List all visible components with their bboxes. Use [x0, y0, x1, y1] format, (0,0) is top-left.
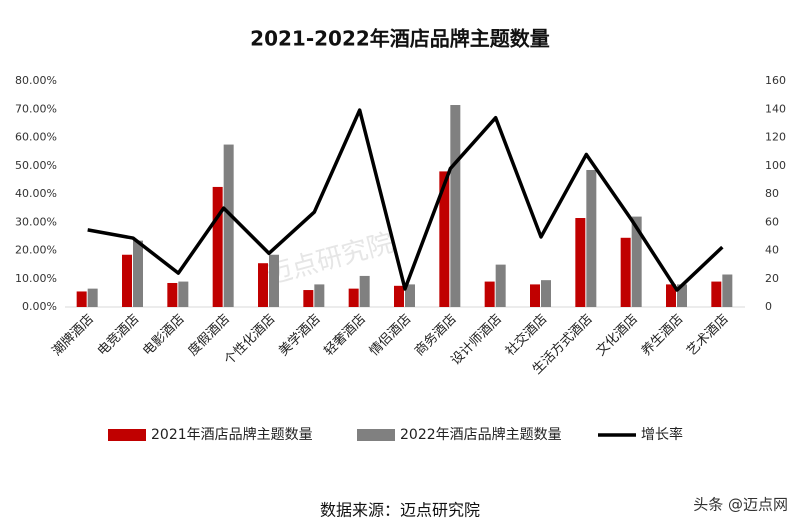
x-tick-label: 文化酒店 [594, 312, 641, 359]
bar [133, 240, 143, 307]
y-tick-label: 70.00% [15, 102, 57, 115]
x-tick-label: 美学酒店 [276, 311, 324, 359]
bar [575, 218, 586, 307]
source: 数据来源：迈点研究院 [320, 501, 480, 520]
bar [87, 288, 98, 307]
bar [541, 280, 551, 307]
x-tick-label: 轻奢酒店 [322, 312, 369, 359]
y2-tick-label: 100 [765, 159, 786, 172]
y2-tick-label: 0 [765, 300, 772, 313]
bar [223, 144, 234, 307]
x-tick-label: 潮牌酒店 [49, 311, 97, 359]
x-tick-label: 电影酒店 [140, 312, 187, 359]
bar [303, 290, 314, 307]
x-tick-label: 情侣酒店 [367, 312, 414, 359]
x-tick-label: 社交酒店 [502, 311, 550, 359]
bar [178, 281, 189, 307]
legend-swatch [357, 429, 395, 441]
x-tick-label: 电竞酒店 [94, 311, 142, 359]
bar [722, 274, 733, 307]
bar [359, 275, 370, 307]
bar [348, 288, 359, 307]
legend-label: 2021年酒店品牌主题数量 [151, 426, 313, 443]
bar [495, 264, 506, 307]
bar [586, 169, 597, 307]
y2-tick-label: 140 [765, 102, 786, 115]
legend-swatch [108, 429, 146, 441]
bar [666, 284, 676, 307]
line [87, 108, 724, 292]
y-tick-label: 50.00% [15, 159, 57, 172]
y2-tick-label: 60 [765, 215, 779, 228]
bar [405, 284, 415, 307]
bar [439, 171, 450, 307]
bar [620, 237, 631, 307]
y2-tick-label: 120 [765, 131, 786, 144]
bar [484, 281, 495, 307]
y-tick-label: 60.00% [15, 131, 57, 144]
legend-label: 2022年酒店品牌主题数量 [400, 426, 562, 443]
x-tick-label: 度假酒店 [185, 311, 233, 359]
y-tick-label: 40.00% [15, 187, 57, 200]
y2-tick-label: 160 [765, 74, 786, 87]
y2-tick-label: 80 [765, 187, 779, 200]
bar [631, 216, 642, 307]
y-tick-label: 20.00% [15, 244, 57, 257]
bar [314, 284, 325, 307]
bar [167, 282, 178, 307]
legend-label: 增长率 [641, 426, 683, 443]
bar [212, 186, 223, 307]
bar [711, 281, 722, 307]
x-tick-label: 艺术酒店 [684, 312, 731, 359]
bar [76, 291, 87, 307]
chart-title: 2021-2022年酒店品牌主题数量 [250, 27, 550, 51]
y-tick-label: 80.00% [15, 74, 57, 87]
y2-tick-label: 40 [765, 244, 779, 257]
watermark: 迈点研究院 [263, 228, 396, 291]
bar [677, 284, 687, 307]
y-tick-label: 10.00% [15, 272, 57, 285]
y-tick-label: 30.00% [15, 215, 57, 228]
bar [122, 254, 132, 307]
bar [530, 284, 540, 307]
brand: 头条 @迈点网 [693, 496, 788, 514]
bar [394, 285, 404, 307]
bar [450, 105, 461, 307]
bar [269, 254, 279, 307]
x-tick-label: 商务酒店 [412, 311, 460, 359]
bar [258, 263, 268, 307]
x-tick-label: 养生酒店 [638, 311, 686, 359]
y2-tick-label: 20 [765, 272, 779, 285]
y-tick-label: 0.00% [22, 300, 57, 313]
